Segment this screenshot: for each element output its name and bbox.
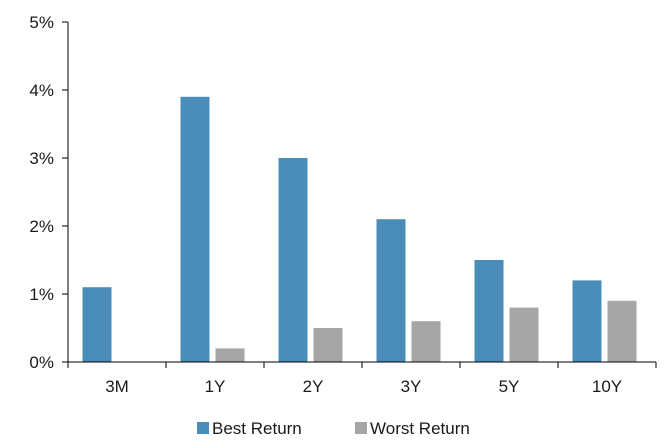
bar-worst-return-2y	[313, 328, 343, 362]
x-tick-label: 1Y	[205, 377, 226, 396]
bar-best-return-5y	[474, 260, 504, 362]
legend-swatch-worst-return	[355, 422, 367, 434]
x-tick-label: 5Y	[499, 377, 520, 396]
bar-best-return-3y	[376, 219, 406, 362]
bar-worst-return-3y	[411, 321, 441, 362]
bar-worst-return-5y	[509, 307, 539, 362]
bar-best-return-2y	[278, 158, 308, 362]
legend-label-worst-return: Worst Return	[370, 419, 470, 438]
bar-best-return-10y	[572, 280, 602, 362]
bar-worst-return-1y	[215, 348, 245, 362]
y-tick-label: 0%	[29, 353, 54, 372]
y-tick-label: 4%	[29, 81, 54, 100]
y-tick-label: 2%	[29, 217, 54, 236]
legend-label-best-return: Best Return	[212, 419, 302, 438]
bar-best-return-3m	[82, 287, 112, 362]
legend: Best Return Worst Return	[197, 419, 470, 438]
legend-swatch-best-return	[197, 422, 209, 434]
bar-best-return-1y	[180, 96, 210, 363]
y-tick-label: 1%	[29, 285, 54, 304]
x-tick-label: 3M	[105, 377, 129, 396]
x-tick-label: 10Y	[592, 377, 622, 396]
y-tick-label: 5%	[29, 13, 54, 32]
y-tick-label: 3%	[29, 149, 54, 168]
bar-worst-return-10y	[607, 300, 637, 362]
x-tick-label: 3Y	[401, 377, 422, 396]
x-tick-label: 2Y	[303, 377, 324, 396]
